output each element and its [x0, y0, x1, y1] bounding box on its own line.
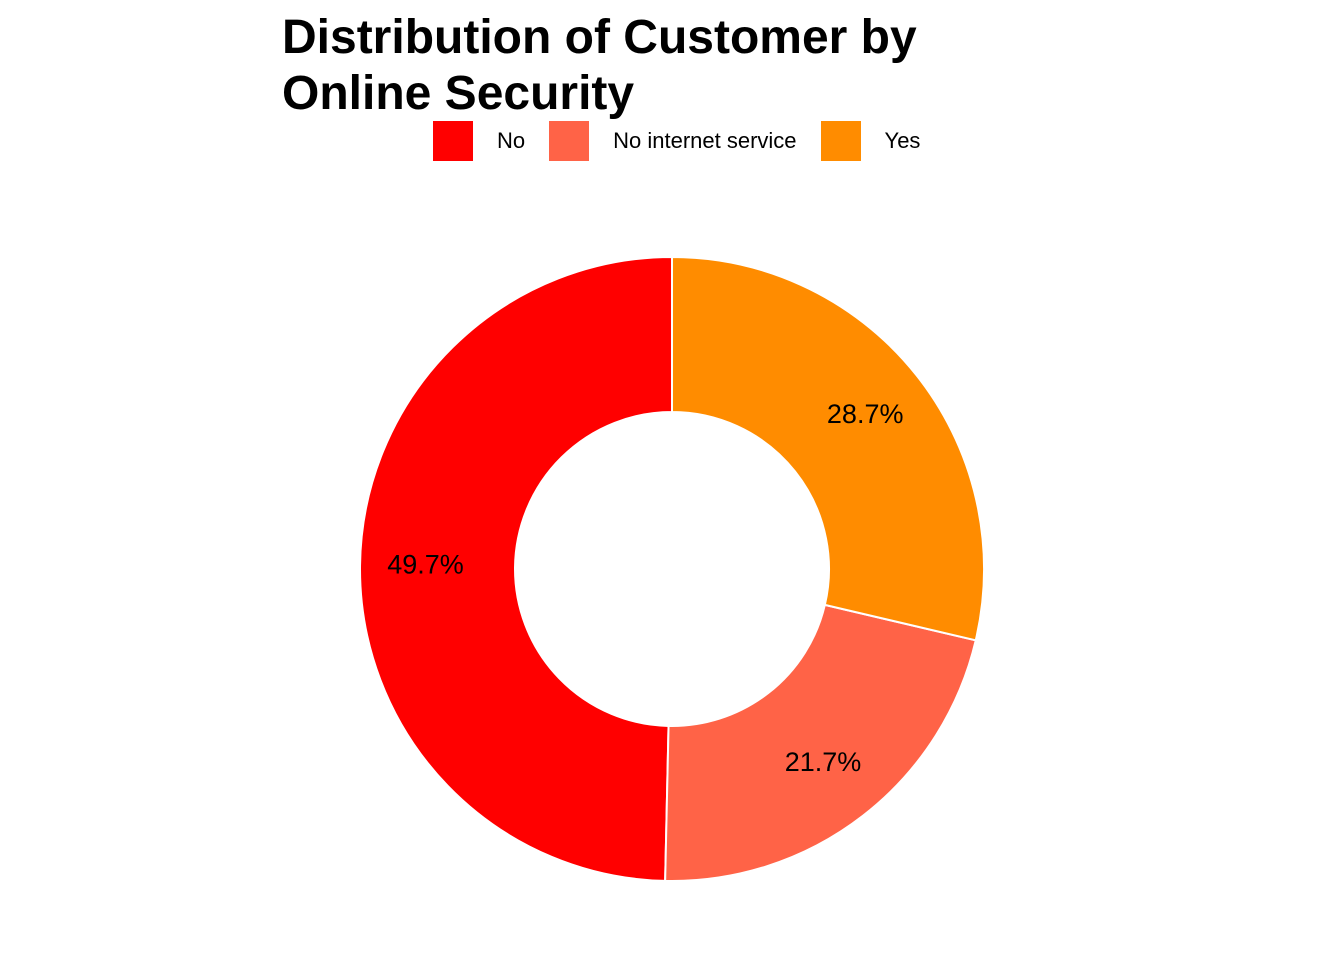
- legend: No No internet service Yes: [433, 121, 944, 161]
- slice-labels: 49.7% 21.7% 28.7%: [387, 399, 903, 777]
- legend-item-no: No: [433, 121, 525, 161]
- legend-key-no: [433, 121, 473, 161]
- slice-no-internet-service: [664, 603, 977, 882]
- legend-key-no-internet-service: [549, 121, 590, 161]
- chart-title-line-1: Distribution of Customer by: [282, 11, 917, 64]
- chart-title-line-2: Online Security: [282, 67, 635, 120]
- slice-label-yes: 28.7%: [827, 399, 904, 429]
- legend-item-yes: Yes: [820, 121, 921, 161]
- legend-item-no-internet-service: No internet service: [549, 121, 797, 161]
- legend-label-yes: Yes: [884, 128, 921, 153]
- slice-yes: [671, 255, 985, 642]
- legend-key-yes: [820, 121, 861, 161]
- slice-no: [359, 255, 673, 882]
- slice-label-no-internet-service: 21.7%: [785, 747, 862, 777]
- legend-label-no-internet-service: No internet service: [613, 128, 797, 153]
- chart-title: Distribution of Customer by Online Secur…: [282, 10, 1042, 122]
- slice-label-no: 49.7%: [387, 549, 464, 579]
- legend-label-no: No: [497, 128, 526, 153]
- donut-slices: [359, 255, 985, 882]
